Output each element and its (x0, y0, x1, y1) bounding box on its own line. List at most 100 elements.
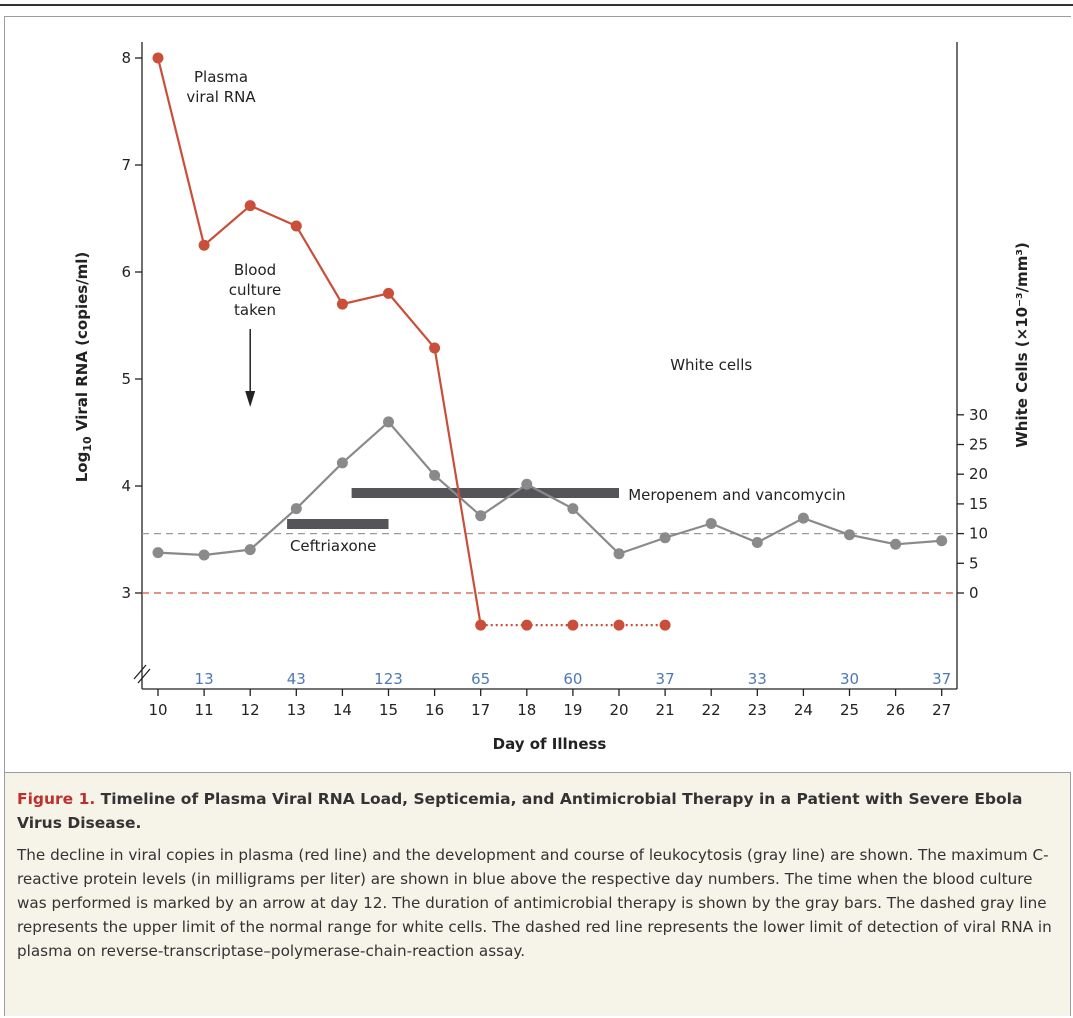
caption-title: Figure 1. Timeline of Plasma Viral RNA L… (17, 787, 1057, 835)
crp-label: 37 (656, 670, 675, 688)
white-cells-point (890, 538, 902, 550)
axis-break-mark (137, 668, 151, 684)
plasma-viral-rna-label: Plasma (194, 68, 248, 86)
left-axis-tick-label: 5 (121, 370, 131, 388)
crp-label: 33 (748, 670, 767, 688)
blood-culture-label: Blood (234, 261, 276, 279)
white-cells-label: White cells (670, 356, 752, 374)
white-cells-point (797, 512, 809, 524)
x-axis-tick-label: 19 (563, 701, 582, 719)
x-axis-tick-label: 18 (517, 701, 536, 719)
x-axis-tick-label: 21 (656, 701, 675, 719)
x-axis-tick-label: 23 (748, 701, 767, 719)
white-cells-line (157, 420, 942, 557)
caption-title-text: Timeline of Plasma Viral RNA Load, Septi… (17, 790, 1023, 832)
viral-rna-below-detection-point (613, 619, 625, 631)
figure-caption: Figure 1. Timeline of Plasma Viral RNA L… (5, 772, 1070, 1016)
crp-label: 65 (471, 670, 490, 688)
crp-label: 37 (932, 670, 951, 688)
x-axis-tick-label: 25 (840, 701, 859, 719)
crp-label: 60 (563, 670, 582, 688)
white-cells-point (705, 518, 717, 530)
white-cells-point (198, 549, 210, 561)
white-cells-point (936, 535, 948, 547)
viral-rna-point (429, 342, 441, 354)
caption-body: The decline in viral copies in plasma (r… (17, 846, 1052, 960)
right-axis-tick-label: 20 (969, 465, 988, 483)
blood-culture-arrowhead (245, 391, 256, 407)
x-axis-tick-label: 15 (379, 701, 398, 719)
left-axis-tick-label: 3 (121, 584, 131, 602)
x-axis-title: Day of Illness (493, 735, 607, 753)
right-axis-tick-label: 0 (969, 584, 979, 602)
viral-rna-point (383, 287, 394, 299)
therapy-label-meropenem: Meropenem and vancomycin (628, 486, 845, 504)
white-cells-point (751, 537, 763, 549)
white-cells-point (844, 529, 855, 541)
x-axis-tick-label: 27 (932, 701, 951, 719)
x-axis-tick-label: 11 (195, 701, 214, 719)
white-cells-point (613, 548, 625, 560)
therapy-label-ceftriaxone: Ceftriaxone (290, 537, 376, 555)
white-cells-point (567, 503, 579, 515)
left-axis-tick-label: 8 (121, 49, 131, 67)
x-axis-tick-label: 26 (886, 701, 905, 719)
white-cells-point (336, 457, 348, 469)
right-axis-tick-label: 5 (969, 554, 979, 572)
left-axis-tick-label: 4 (121, 477, 131, 495)
viral-rna-point (198, 239, 210, 251)
therapy-bar (351, 488, 619, 498)
white-cells-point (383, 416, 394, 428)
axis-break-mark (133, 664, 147, 680)
right-axis-tick-label: 15 (969, 495, 988, 513)
viral-rna-below-detection-point (521, 619, 533, 631)
viral-rna-point (336, 298, 348, 310)
y-left-axis-title-part: Log (73, 452, 91, 483)
white-cells-point (244, 544, 256, 556)
viral-rna-point (244, 200, 256, 212)
crp-label: 13 (195, 670, 214, 688)
viral-rna-below-detection-point (567, 619, 579, 631)
top-rule (0, 4, 1073, 6)
white-cells-point (429, 469, 441, 481)
x-axis-tick-label: 22 (702, 701, 721, 719)
x-axis-tick-label: 13 (287, 701, 306, 719)
y-left-axis-title: Log10 Viral RNA (copies/ml) (73, 252, 94, 483)
left-axis-tick-label: 6 (121, 263, 131, 281)
crp-label: 43 (287, 670, 306, 688)
caption-figure-label: Figure 1. (17, 790, 96, 808)
viral-rna-point (290, 220, 302, 232)
white-cells-point (659, 532, 671, 544)
crp-label: 30 (840, 670, 859, 688)
x-axis-tick-label: 16 (425, 701, 444, 719)
white-cells-point (290, 503, 302, 515)
blood-culture-label: culture (229, 281, 281, 299)
y-left-axis-title-part: Viral RNA (copies/ml) (73, 252, 91, 437)
right-axis-tick-label: 10 (969, 525, 988, 543)
right-axis-tick-label: 25 (969, 436, 988, 454)
white-cells-point (475, 510, 487, 522)
y-right-axis-title: White Cells (×10⁻³/mm³) (1013, 242, 1031, 448)
left-axis-tick-label: 7 (121, 156, 131, 174)
figure-frame: 3 4 5 6 7 8 0 5 10 15 20 25 30 10 11 12 13 14 15 16 17 18 19 20… (4, 16, 1072, 1016)
viral-rna-below-detection-point (659, 619, 671, 631)
blood-culture-label: taken (234, 301, 276, 319)
chart-area: 3 4 5 6 7 8 0 5 10 15 20 25 30 10 11 12 13 14 15 16 17 18 19 20… (5, 17, 1072, 772)
x-axis-tick-label: 20 (609, 701, 628, 719)
viral-rna-line (156, 57, 482, 626)
viral-rna-point (152, 52, 164, 64)
y-left-axis-title-subscript: 10 (81, 436, 94, 452)
timeline-chart: 3 4 5 6 7 8 0 5 10 15 20 25 30 10 11 12 13 14 15 16 17 18 19 20… (73, 42, 1031, 753)
x-axis-tick-label: 17 (471, 701, 490, 719)
x-axis-tick-label: 12 (241, 701, 260, 719)
white-cells-point (152, 547, 164, 559)
right-axis-tick-label: 30 (969, 406, 988, 424)
x-axis-tick-label: 14 (333, 701, 352, 719)
x-axis-tick-label: 10 (148, 701, 167, 719)
white-cells-point (521, 478, 533, 490)
viral-rna-point (475, 619, 487, 631)
plasma-viral-rna-label: viral RNA (186, 88, 256, 106)
therapy-bar (287, 519, 389, 529)
x-axis-tick-label: 24 (794, 701, 813, 719)
crp-label: 123 (374, 670, 403, 688)
